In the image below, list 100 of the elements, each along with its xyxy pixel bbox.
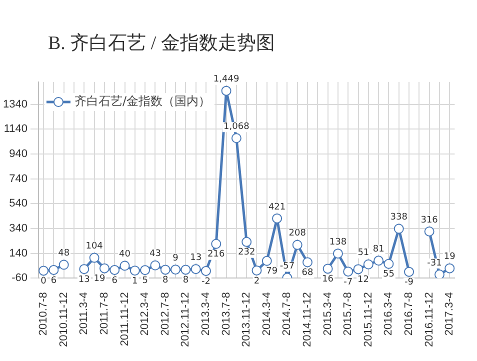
data-label: 2	[254, 276, 260, 286]
point	[363, 259, 374, 270]
data-label: 208	[288, 228, 306, 239]
data-label: 55	[382, 270, 394, 280]
x-tick-label: 2012.3-4	[139, 292, 152, 336]
point	[302, 257, 312, 268]
x-tick-label: 2016.7-8	[403, 292, 416, 336]
x-tick-label: 2015.3-4	[322, 292, 334, 336]
data-label: 338	[390, 212, 408, 223]
point	[190, 264, 201, 274]
data-label: 16	[322, 274, 334, 285]
x-tick-label: 2017.3-4	[444, 292, 456, 336]
data-label: 79	[266, 266, 278, 277]
point	[394, 224, 404, 234]
point	[89, 252, 100, 263]
point	[48, 264, 59, 275]
point	[58, 260, 69, 270]
point	[242, 236, 252, 247]
x-tick-label: 2014.3-4	[260, 292, 273, 336]
data-label: 138	[329, 237, 347, 248]
point	[221, 86, 232, 96]
point	[343, 266, 354, 277]
x-tick-label: 2011.3-4	[78, 292, 90, 335]
data-label: 5	[142, 276, 148, 286]
x-tick-label: 2011.11-12	[118, 292, 131, 346]
data-label: 8	[162, 276, 169, 286]
point	[130, 266, 140, 276]
data-label: -2	[201, 276, 210, 287]
point	[120, 260, 130, 271]
point	[292, 240, 302, 250]
data-label: 43	[149, 249, 161, 260]
data-label: 12	[358, 275, 369, 286]
y-tick-label: 340	[9, 222, 28, 235]
point	[99, 263, 110, 274]
data-label: 19	[94, 274, 106, 284]
data-label: 13	[190, 252, 202, 263]
data-label: 8	[182, 276, 189, 286]
x-tick-label: 2012.11-12	[180, 292, 192, 348]
point	[79, 264, 90, 274]
x-tick-label: 2015.7-8	[342, 292, 354, 336]
data-label: 40	[119, 250, 131, 260]
data-label: 51	[358, 248, 370, 258]
data-label: 1,449	[213, 74, 240, 85]
data-label: 316	[420, 215, 438, 226]
x-tick-label: 2013.3-4	[200, 292, 212, 336]
chart-title: B. 齐白石艺 / 金指数走势图	[48, 32, 275, 56]
point	[200, 266, 211, 276]
data-label: 216	[208, 250, 225, 260]
data-label: -7	[344, 277, 353, 288]
y-tick-label: 940	[9, 148, 28, 160]
point	[110, 264, 120, 275]
point	[170, 264, 181, 275]
x-tick-label: 2016.3-4	[382, 292, 395, 336]
point	[322, 264, 333, 274]
x-tick-label: 2011.7-8	[98, 292, 110, 335]
point	[160, 264, 170, 275]
data-label: 6	[50, 276, 57, 286]
data-label: 1,068	[224, 122, 250, 132]
data-label: 104	[86, 242, 104, 252]
point	[252, 265, 262, 276]
point	[262, 256, 272, 266]
x-tick-label: 2014.11-12	[302, 292, 314, 348]
point	[211, 238, 222, 249]
x-tick-label: 2013.7-8	[220, 292, 232, 336]
y-tick-label: 140	[9, 247, 28, 260]
point	[150, 260, 160, 270]
point	[404, 266, 414, 277]
point	[231, 133, 242, 144]
y-tick-label: 1340	[2, 98, 28, 110]
point	[434, 270, 444, 278]
point	[353, 264, 364, 274]
data-label: 9	[172, 253, 179, 264]
point	[374, 256, 384, 266]
data-label: -31	[427, 258, 442, 268]
y-tick-label: 540	[9, 198, 28, 210]
data-label: -57	[280, 262, 295, 272]
data-label: 19	[444, 252, 456, 262]
legend-label: 齐白石艺/金指数（国内）	[74, 94, 211, 108]
data-label: 1	[132, 276, 138, 286]
x-tick-label: 2015.11-12	[362, 292, 374, 348]
data-label: 421	[268, 202, 286, 212]
x-tick-label: 2016.11-12	[423, 292, 436, 348]
y-tick-label: -60	[12, 272, 28, 284]
point	[180, 264, 191, 275]
point	[140, 265, 150, 276]
data-label: 13	[78, 274, 90, 285]
data-label: 81	[372, 244, 384, 254]
point	[424, 226, 434, 236]
data-label: 68	[302, 268, 314, 278]
x-tick-label: 2014.7-8	[281, 292, 294, 336]
x-tick-label: 2010.7-8	[38, 292, 50, 336]
y-tick-label: 1140	[4, 123, 28, 136]
x-tick-label: 2013.11-12	[240, 292, 253, 348]
x-tick-label: 2010.11-12	[58, 292, 70, 348]
data-label: -9	[404, 278, 414, 288]
data-label: 0	[40, 276, 47, 287]
data-label: 232	[238, 248, 256, 258]
point	[272, 213, 282, 224]
y-tick-label: 740	[9, 172, 28, 185]
x-tick-label: 2012.7-8	[159, 292, 172, 336]
